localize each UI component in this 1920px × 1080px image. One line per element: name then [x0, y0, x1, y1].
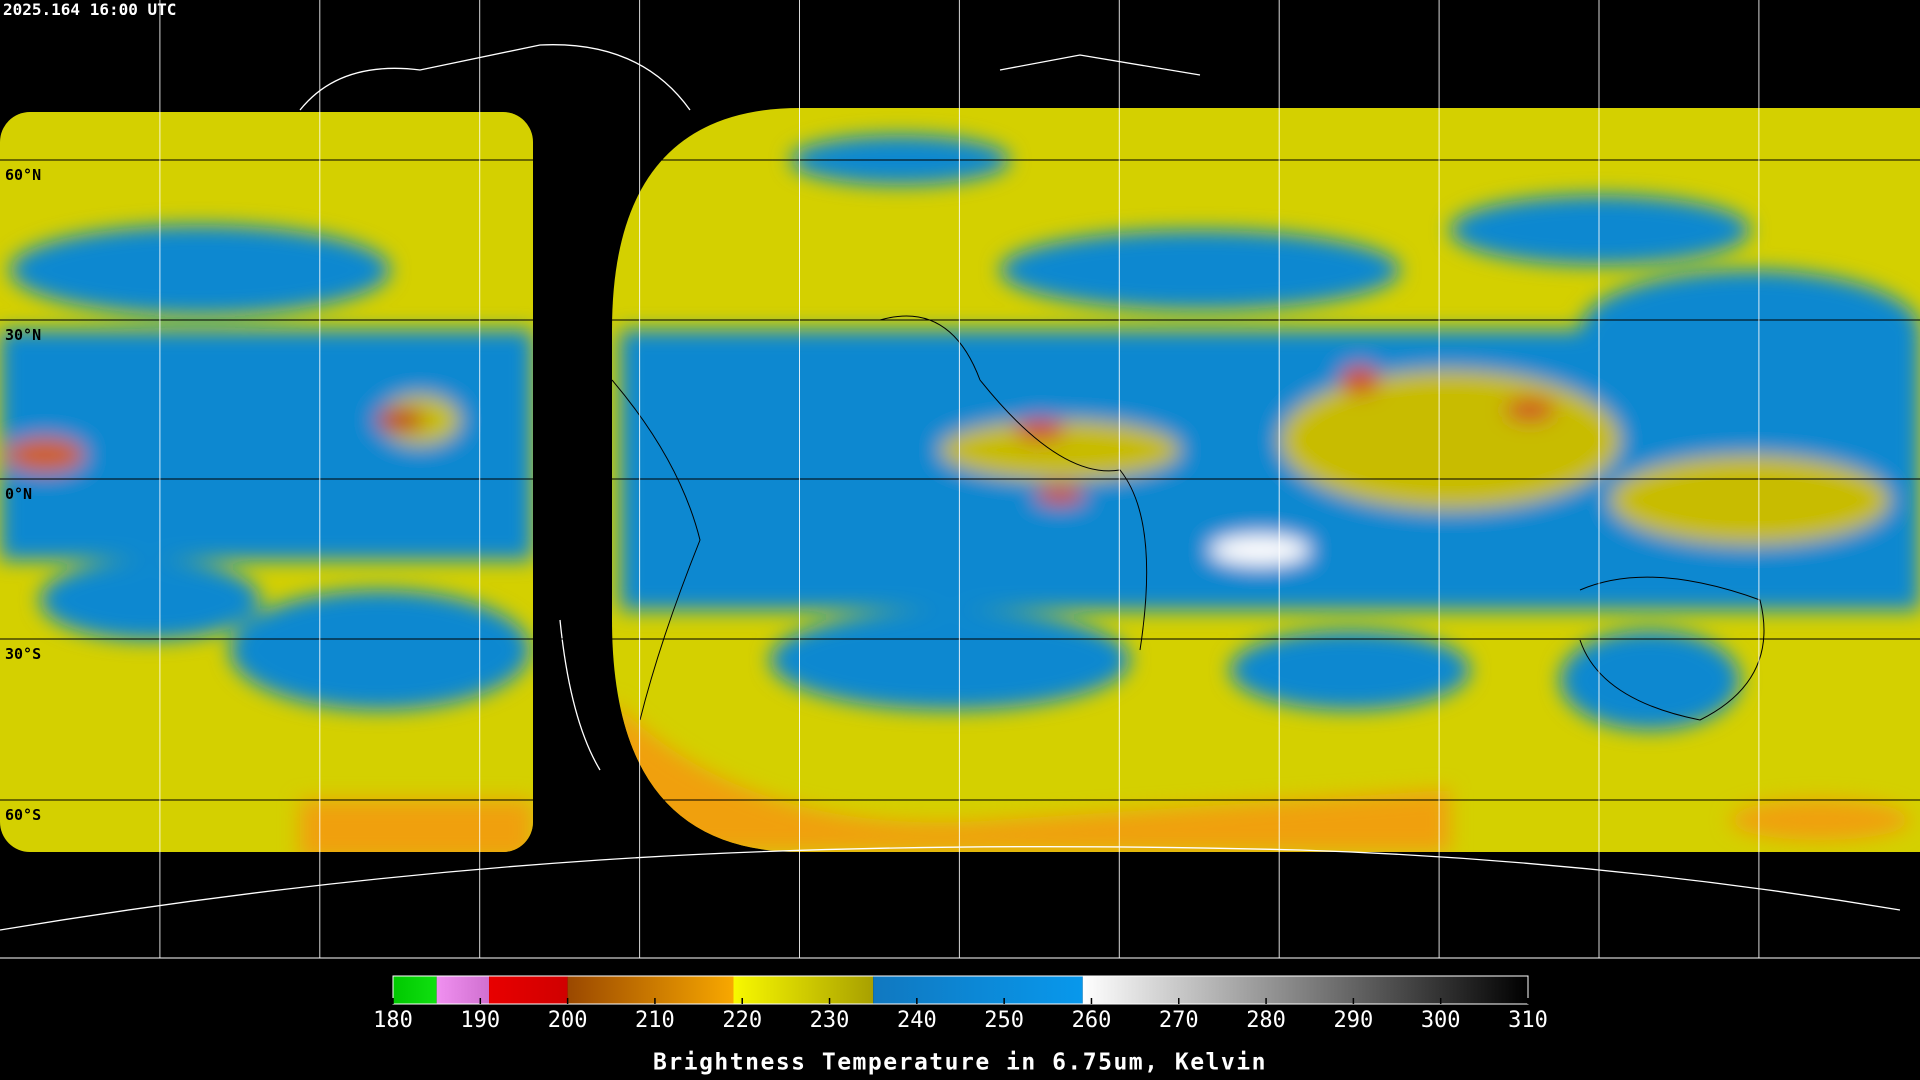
colorbar-tick-label: 250: [984, 1008, 1024, 1033]
colorbar-title: Brightness Temperature in 6.75um, Kelvin: [653, 1050, 1267, 1076]
colorbar-tick-label: 290: [1334, 1008, 1374, 1033]
coast-arctic: [999, 54, 1201, 76]
coast-chile: [559, 619, 601, 771]
colorbar-segment: [567, 976, 734, 1004]
coast-samerica: [611, 379, 701, 721]
colorbar-frame: [392, 975, 1529, 1005]
coast-africa: [879, 315, 1148, 651]
lat-label: 60°S: [5, 806, 41, 824]
coastlines: [0, 44, 1901, 931]
colorbar-segment: [873, 976, 1083, 1004]
lat-labels: 60°N 30°N 0°N 30°S 60°S: [5, 166, 41, 824]
colorbar-tick-label: 260: [1072, 1008, 1112, 1033]
colorbar-tick-label: 190: [460, 1008, 500, 1033]
coast-antarctica: [0, 846, 1901, 931]
colorbar-tick-label: 280: [1246, 1008, 1286, 1033]
colorbar-tick-label: 230: [810, 1008, 850, 1033]
colorbar-tick-label: 240: [897, 1008, 937, 1033]
colorbar-segment: [436, 976, 490, 1004]
colorbar-tick-label: 300: [1421, 1008, 1461, 1033]
coast-greenland: [299, 44, 691, 111]
colorbar-tick-label: 200: [548, 1008, 588, 1033]
colorbar-tick-label: 270: [1159, 1008, 1199, 1033]
lat-label: 30°N: [5, 326, 41, 344]
timestamp: 2025.164 16:00 UTC: [3, 0, 176, 19]
graticule: [0, 0, 1920, 959]
colorbar-segment: [489, 976, 568, 1004]
colorbar-segment: [393, 976, 437, 1004]
colorbar-segment: [1082, 976, 1528, 1004]
colorbar-tick-label: 180: [373, 1008, 413, 1033]
imagery-left: [0, 112, 533, 852]
colorbar-segment: [733, 976, 874, 1004]
colorbar-tick-label: 220: [722, 1008, 762, 1033]
lat-label: 30°S: [5, 645, 41, 663]
coastlines-dark: [611, 315, 1765, 721]
colorbar: 180 190 200 210 220 230 240 250 260 270 280 290 300 3…: [373, 975, 1548, 1033]
colorbar-tick-label: 310: [1508, 1008, 1548, 1033]
imagery-right: [612, 108, 1920, 852]
colorbar-tick-label: 210: [635, 1008, 675, 1033]
coast-australia: [1579, 576, 1765, 721]
lat-label: 0°N: [5, 485, 32, 503]
lat-label: 60°N: [5, 166, 41, 184]
